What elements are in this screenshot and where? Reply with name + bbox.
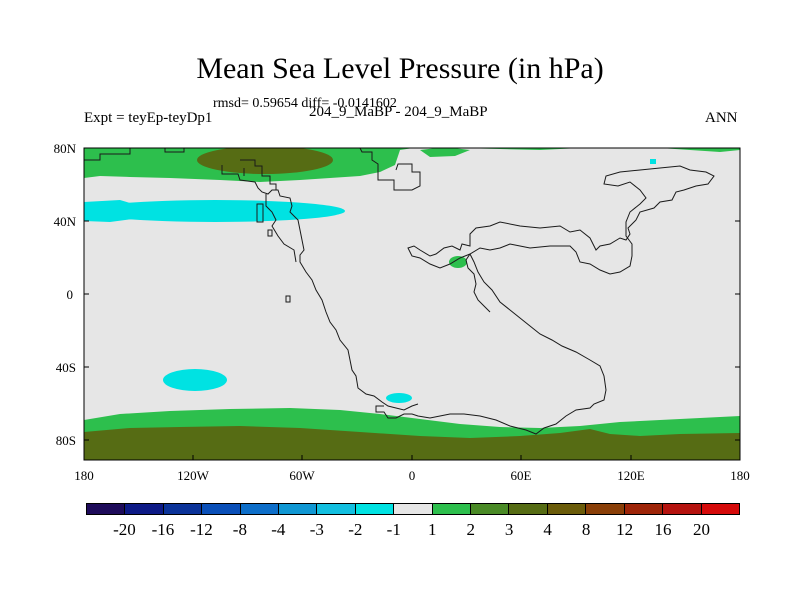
colorbar-swatch: [701, 504, 739, 514]
south-pacific-low-region: [163, 369, 227, 391]
colorbar-label: 4: [543, 520, 552, 539]
lon-tick-label: 120E: [617, 468, 645, 483]
north-low-region: [85, 200, 345, 222]
colorbar-label: -4: [271, 520, 286, 539]
colorbar-label: 3: [504, 520, 514, 539]
colorbar-swatch: [355, 504, 395, 514]
colorbar: [86, 503, 740, 515]
south-atlantic-low-region: [386, 393, 412, 403]
colorbar-swatch: [394, 504, 433, 514]
colorbar-label: 20: [693, 520, 711, 539]
season-label: ANN: [705, 110, 738, 126]
map-background: [84, 148, 740, 460]
north-low-west-edge: [84, 200, 140, 222]
lat-tick-label: 80N: [54, 141, 77, 156]
gondwana-coast: [375, 253, 607, 435]
colorbar-label: -3: [309, 520, 324, 539]
colorbar-swatch: [471, 504, 510, 514]
colorbar-swatch: [624, 504, 664, 514]
lat-tick-label: 40N: [54, 214, 77, 229]
arctic-small-patch: [420, 148, 470, 157]
colorbar-swatch: [240, 504, 280, 514]
stats-label: rmsd= 0.59654 diff= -0.0141602: [213, 96, 397, 111]
colorbar-swatch: [586, 504, 625, 514]
africa-west-coast: [465, 253, 491, 313]
tethys-positive-region: [449, 256, 467, 268]
atlantic-rift: [265, 194, 297, 263]
axis-ticks: [83, 147, 741, 460]
experiment-label: Expt = teyEp-teyDp1: [84, 110, 213, 126]
lon-tick-label: 180: [74, 468, 94, 483]
period-label: 204_9_MaBP - 204_9_MaBP: [309, 104, 488, 120]
lon-tick-label: 120W: [177, 468, 210, 483]
chart-title: Mean Sea Level Pressure (in hPa): [196, 52, 604, 85]
colorbar-swatch: [317, 504, 356, 514]
colorbar-swatch: [202, 504, 241, 514]
colorbar-swatch: [279, 504, 318, 514]
colorbar-label: 16: [654, 520, 672, 539]
colorbar-label: -12: [190, 520, 213, 539]
laurasia-west-coast: [84, 148, 379, 172]
coastlines: [84, 148, 715, 435]
colorbar-swatch: [663, 504, 702, 514]
lon-tick-label: 60E: [511, 468, 532, 483]
southern-high-region: [84, 426, 740, 460]
lon-tick-label: 180: [730, 468, 750, 483]
colorbar-label: 2: [466, 520, 475, 539]
lat-tick-labels: 80N 40N 0 40S 80S: [54, 141, 77, 448]
colorbar-label: -20: [113, 520, 136, 539]
lat-tick-label: 0: [67, 287, 74, 302]
colorbar-swatch: [163, 504, 203, 514]
colorbar-swatch: [125, 504, 164, 514]
colorbar-label: -8: [232, 520, 247, 539]
greenland-outline: [240, 159, 277, 190]
laurasia-north-coast: [377, 163, 421, 191]
lon-tick-label: 60W: [289, 468, 315, 483]
lat-tick-label: 40S: [56, 360, 76, 375]
colorbar-label: -2: [348, 520, 363, 539]
colorbar-label: 1: [427, 520, 437, 539]
colorbar-swatch: [547, 504, 587, 514]
lat-tick-label: 80S: [56, 433, 76, 448]
colorbar-label: -16: [151, 520, 175, 539]
colorbar-label: 12: [616, 520, 634, 539]
arctic-small-low: [650, 159, 656, 164]
colorbar-label: -1: [386, 520, 401, 539]
map-plot: 80N 40N 0 40S 80S 180 120W 60W 0 60E 120…: [54, 141, 750, 483]
lon-tick-label: 0: [409, 468, 416, 483]
lon-tick-labels: 180 120W 60W 0 60E 120E 180: [74, 468, 750, 483]
colorbar-swatch: [432, 504, 472, 514]
colorbar-swatch: [87, 504, 126, 514]
north-america-west-coast: [221, 165, 419, 411]
arctic-high-region: [197, 148, 333, 174]
colorbar-swatch: [509, 504, 548, 514]
colorbar-labels: -20 -16 -12 -8 -4 -3 -2 -1 1 2 3 4 8 12 16 20: [86, 520, 740, 540]
small-island: [256, 203, 291, 303]
tethys-coast: [407, 165, 715, 275]
colorbar-label: 8: [581, 520, 591, 539]
